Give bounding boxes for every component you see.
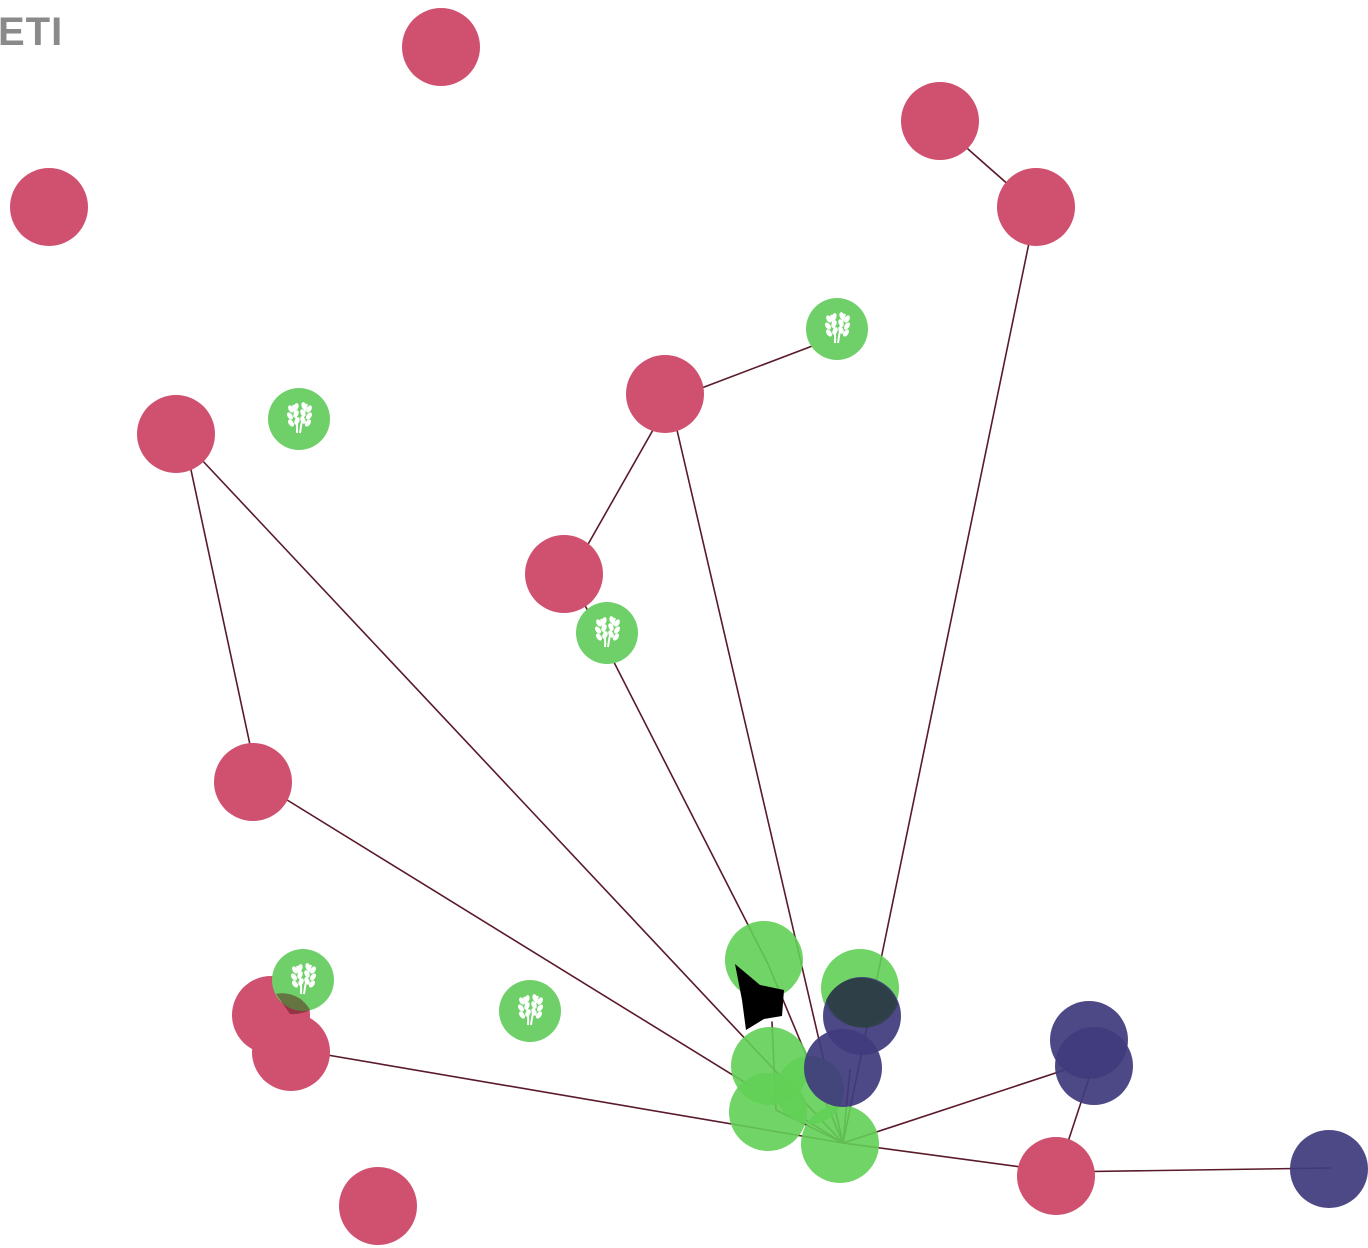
- grain-badge[interactable]: [576, 602, 638, 664]
- red-node[interactable]: [339, 1167, 417, 1245]
- link-path: [842, 1059, 1331, 1173]
- green-node[interactable]: [801, 1105, 879, 1183]
- pointer-marker-icon[interactable]: [735, 964, 784, 1030]
- red-node[interactable]: [214, 743, 292, 821]
- link-path: [184, 441, 844, 1144]
- navy-node[interactable]: [804, 1029, 882, 1107]
- link-path: [569, 399, 844, 1144]
- red-node[interactable]: [402, 8, 480, 86]
- overlap-shade: [826, 977, 898, 1028]
- red-node[interactable]: [626, 355, 704, 433]
- red-node[interactable]: [252, 1013, 330, 1091]
- grain-badge[interactable]: [806, 298, 868, 360]
- overlap-shade: [276, 993, 310, 1015]
- navy-node[interactable]: [1055, 1027, 1133, 1105]
- red-node[interactable]: [525, 535, 603, 613]
- red-node[interactable]: [901, 82, 979, 160]
- red-node[interactable]: [997, 168, 1075, 246]
- grain-badge[interactable]: [499, 980, 561, 1042]
- red-node[interactable]: [10, 168, 88, 246]
- grain-badge[interactable]: [268, 388, 330, 450]
- navy-node[interactable]: [1290, 1130, 1368, 1208]
- corner-label: ETI: [0, 10, 64, 54]
- red-node[interactable]: [1017, 1137, 1095, 1215]
- red-node[interactable]: [137, 395, 215, 473]
